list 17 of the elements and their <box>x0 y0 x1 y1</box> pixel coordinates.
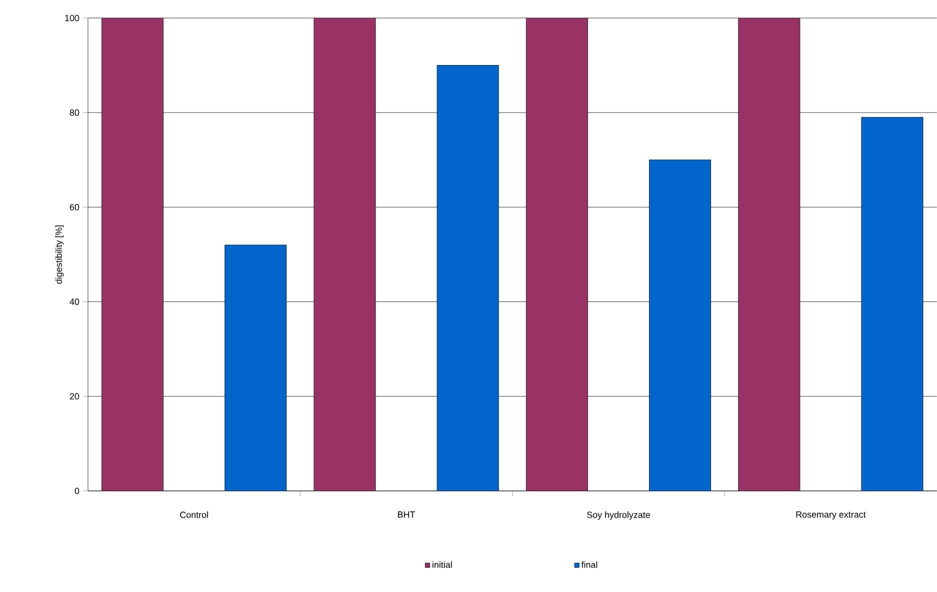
legend-label: final <box>581 561 598 568</box>
y-tick-label: 40 <box>70 298 80 305</box>
y-tick-label: 0 <box>74 488 80 494</box>
x-tick-label: Rosemary extract <box>796 511 866 520</box>
y-tick-label: 60 <box>70 204 80 210</box>
y-tick-label: 20 <box>70 393 80 400</box>
x-tick-label: BHT <box>398 511 416 518</box>
legend-label: initial <box>432 561 452 568</box>
y-axis-title: digestibility [%] <box>55 226 64 284</box>
bar <box>649 160 712 491</box>
x-tick-label: Soy hydrolyzate <box>587 511 650 520</box>
y-tick-label: 100 <box>65 14 80 22</box>
bar <box>436 65 499 491</box>
bar <box>224 244 287 491</box>
x-tick-label: Control <box>180 511 208 518</box>
y-tick-label: 80 <box>70 109 80 116</box>
bar <box>861 117 924 491</box>
